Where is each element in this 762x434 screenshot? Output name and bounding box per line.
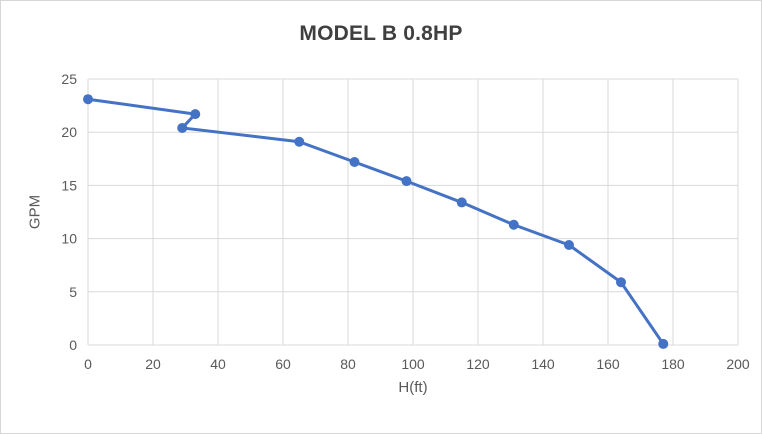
x-tick-label: 180 xyxy=(661,356,685,372)
x-tick-label: 140 xyxy=(531,356,555,372)
data-point-marker xyxy=(564,239,574,250)
series-line xyxy=(86,97,665,346)
y-tick-label: 20 xyxy=(61,124,77,140)
data-point-marker xyxy=(177,122,188,133)
y-tick-label: 0 xyxy=(69,337,77,353)
x-tick-label: 60 xyxy=(275,356,291,372)
x-tick-label: 80 xyxy=(340,356,356,372)
x-tick-label: 0 xyxy=(84,356,92,372)
x-tick-label: 120 xyxy=(466,356,490,372)
chart-title: MODEL B 0.8HP xyxy=(299,22,463,45)
data-point-marker xyxy=(658,338,669,349)
data-point-marker xyxy=(349,156,360,167)
data-point-marker xyxy=(83,94,93,105)
y-tick-label: 25 xyxy=(61,71,77,87)
x-tick-label: 100 xyxy=(401,356,425,372)
y-tick-label: 10 xyxy=(61,231,77,247)
y-axis-title: GPM xyxy=(26,194,44,230)
y-tick-label: 5 xyxy=(69,284,77,300)
x-tick-label: 20 xyxy=(145,356,161,372)
data-point-marker xyxy=(294,136,305,147)
x-axis-title: H(ft) xyxy=(398,379,428,396)
data-point-marker xyxy=(508,219,519,230)
data-point-marker xyxy=(616,277,626,288)
y-tick-label: 15 xyxy=(61,177,77,193)
x-tick-label: 160 xyxy=(596,356,620,372)
data-point-marker xyxy=(456,197,467,208)
data-point-marker xyxy=(190,109,201,120)
x-tick-label: 40 xyxy=(210,356,226,372)
data-point-marker xyxy=(401,176,412,187)
x-tick-label: 200 xyxy=(726,356,750,372)
